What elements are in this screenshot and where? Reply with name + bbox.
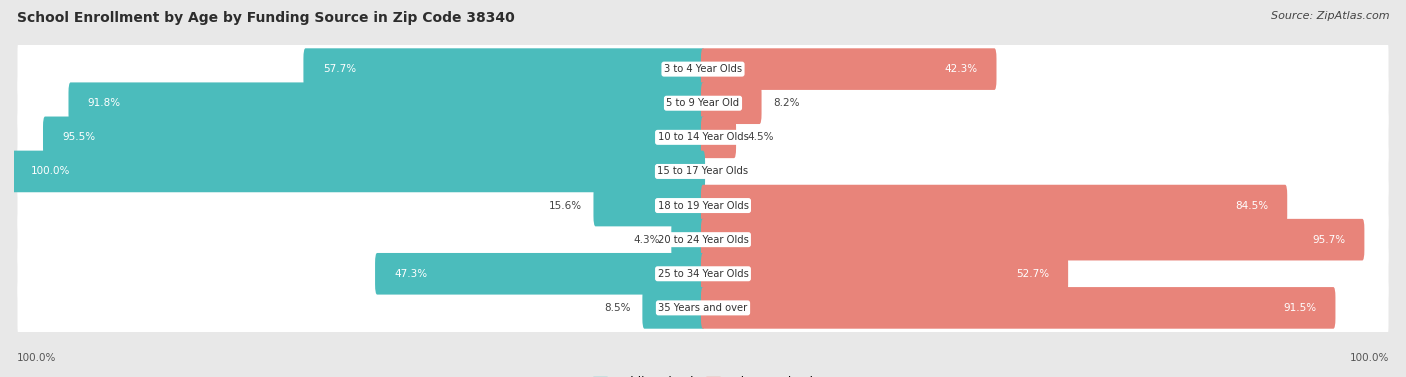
Text: 91.5%: 91.5% bbox=[1284, 303, 1316, 313]
Text: 8.5%: 8.5% bbox=[605, 303, 631, 313]
FancyBboxPatch shape bbox=[17, 172, 1389, 239]
FancyBboxPatch shape bbox=[702, 219, 1364, 261]
Text: 100.0%: 100.0% bbox=[1350, 353, 1389, 363]
FancyBboxPatch shape bbox=[375, 253, 704, 294]
Text: 3 to 4 Year Olds: 3 to 4 Year Olds bbox=[664, 64, 742, 74]
FancyBboxPatch shape bbox=[44, 116, 704, 158]
FancyBboxPatch shape bbox=[17, 240, 1389, 308]
Text: 57.7%: 57.7% bbox=[323, 64, 356, 74]
FancyBboxPatch shape bbox=[17, 104, 1389, 171]
FancyBboxPatch shape bbox=[702, 48, 997, 90]
Text: School Enrollment by Age by Funding Source in Zip Code 38340: School Enrollment by Age by Funding Sour… bbox=[17, 11, 515, 25]
Text: 15.6%: 15.6% bbox=[548, 201, 582, 211]
Text: 18 to 19 Year Olds: 18 to 19 Year Olds bbox=[658, 201, 748, 211]
FancyBboxPatch shape bbox=[69, 83, 704, 124]
Text: 4.5%: 4.5% bbox=[748, 132, 775, 143]
FancyBboxPatch shape bbox=[702, 185, 1288, 226]
Text: 100.0%: 100.0% bbox=[17, 353, 56, 363]
Text: 47.3%: 47.3% bbox=[394, 269, 427, 279]
FancyBboxPatch shape bbox=[17, 274, 1389, 342]
FancyBboxPatch shape bbox=[702, 116, 737, 158]
Text: 25 to 34 Year Olds: 25 to 34 Year Olds bbox=[658, 269, 748, 279]
Text: 91.8%: 91.8% bbox=[87, 98, 121, 108]
FancyBboxPatch shape bbox=[304, 48, 704, 90]
Text: 95.5%: 95.5% bbox=[62, 132, 96, 143]
Text: 84.5%: 84.5% bbox=[1234, 201, 1268, 211]
Text: 15 to 17 Year Olds: 15 to 17 Year Olds bbox=[658, 166, 748, 176]
Text: 100.0%: 100.0% bbox=[31, 166, 70, 176]
Text: 20 to 24 Year Olds: 20 to 24 Year Olds bbox=[658, 234, 748, 245]
FancyBboxPatch shape bbox=[671, 219, 704, 261]
Text: 4.3%: 4.3% bbox=[633, 234, 659, 245]
Text: Source: ZipAtlas.com: Source: ZipAtlas.com bbox=[1271, 11, 1389, 21]
FancyBboxPatch shape bbox=[643, 287, 704, 329]
Text: 42.3%: 42.3% bbox=[943, 64, 977, 74]
FancyBboxPatch shape bbox=[17, 35, 1389, 103]
FancyBboxPatch shape bbox=[13, 151, 704, 192]
Text: 8.2%: 8.2% bbox=[773, 98, 800, 108]
FancyBboxPatch shape bbox=[702, 253, 1069, 294]
FancyBboxPatch shape bbox=[17, 138, 1389, 205]
Text: 10 to 14 Year Olds: 10 to 14 Year Olds bbox=[658, 132, 748, 143]
FancyBboxPatch shape bbox=[17, 69, 1389, 137]
Text: 35 Years and over: 35 Years and over bbox=[658, 303, 748, 313]
Legend: Public School, Private School: Public School, Private School bbox=[593, 376, 813, 377]
Text: 52.7%: 52.7% bbox=[1015, 269, 1049, 279]
Text: 95.7%: 95.7% bbox=[1312, 234, 1346, 245]
FancyBboxPatch shape bbox=[702, 287, 1336, 329]
Text: 5 to 9 Year Old: 5 to 9 Year Old bbox=[666, 98, 740, 108]
FancyBboxPatch shape bbox=[702, 83, 762, 124]
FancyBboxPatch shape bbox=[593, 185, 704, 226]
FancyBboxPatch shape bbox=[17, 206, 1389, 273]
